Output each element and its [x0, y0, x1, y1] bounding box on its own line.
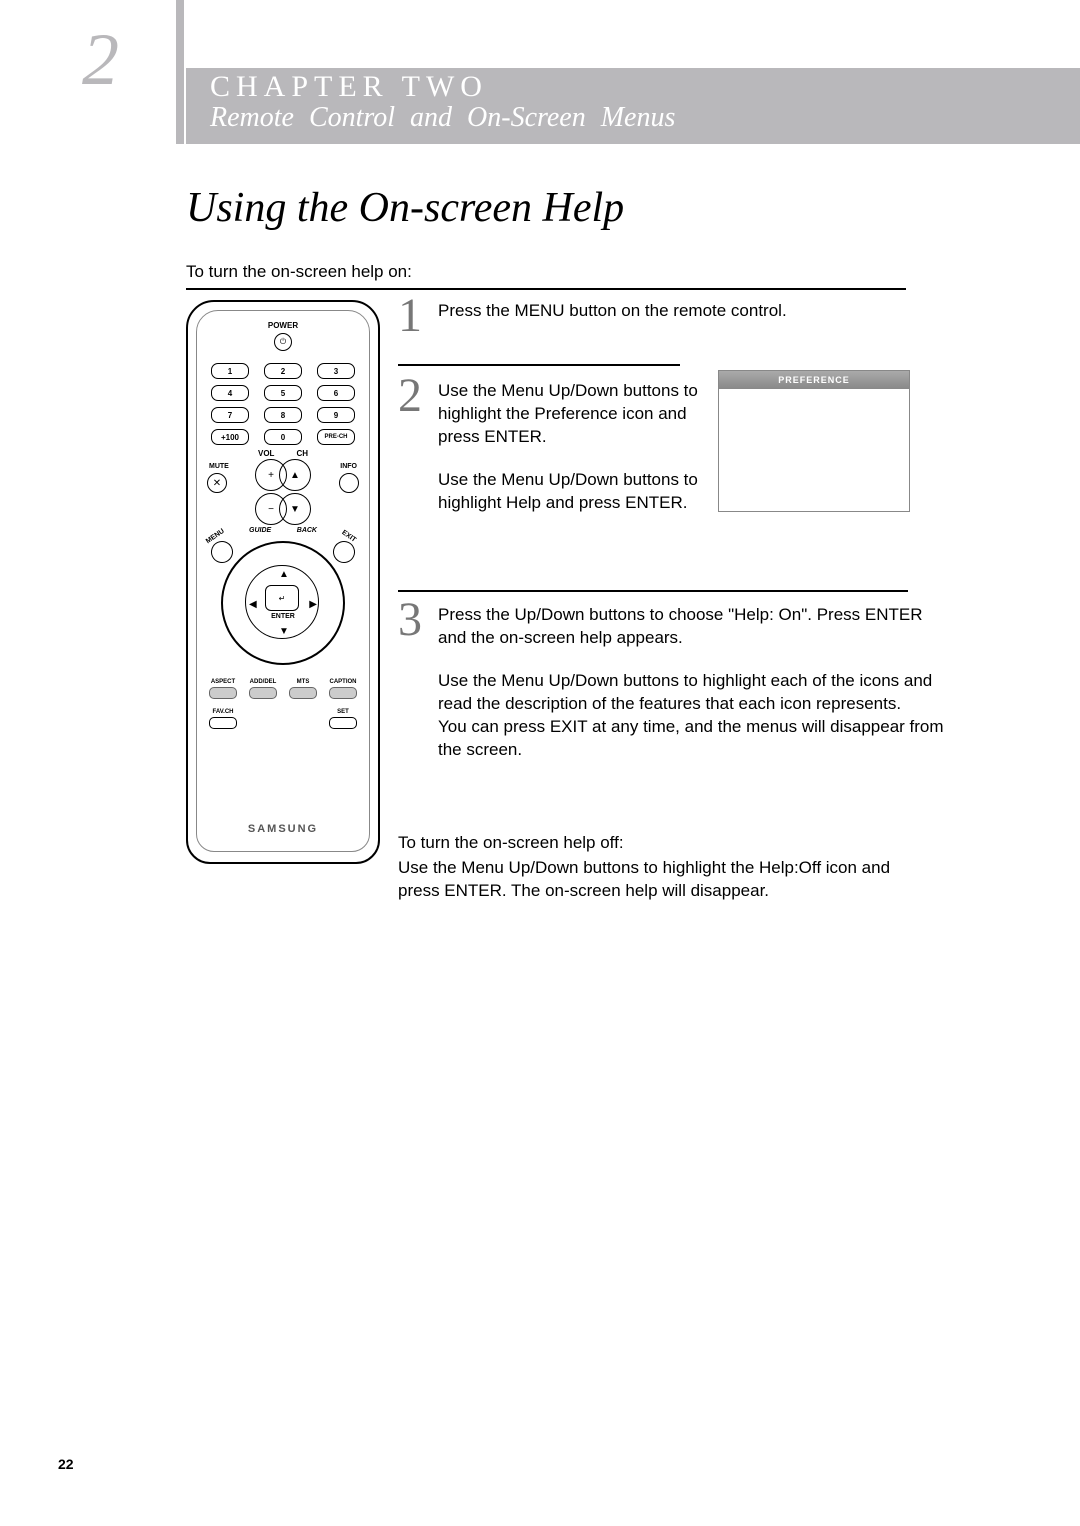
key-2: 2 — [264, 363, 302, 379]
set-label: SET — [329, 709, 357, 715]
step-3: 3 Press the Up/Down buttons to choose "H… — [398, 604, 948, 762]
key-6: 6 — [317, 385, 355, 401]
header-divider — [176, 0, 184, 144]
favch-label: FAV.CH — [209, 709, 237, 715]
vol-label: VOL — [258, 449, 274, 458]
step-3-text-b: Use the Menu Up/Down buttons to highligh… — [438, 670, 948, 716]
set-button: SET — [329, 709, 357, 729]
back-label: BACK — [297, 527, 317, 534]
key-8: 8 — [264, 407, 302, 423]
key-5: 5 — [264, 385, 302, 401]
arrow-right-icon: ▶ — [309, 599, 317, 610]
mts-button: MTS — [289, 679, 317, 699]
caption-label: CAPTION — [329, 679, 357, 685]
key-3: 3 — [317, 363, 355, 379]
remote-illustration: POWER ⏻ 1 2 3 4 5 6 7 8 9 +100 0 PRE-CH — [186, 300, 380, 864]
key-0: 0 — [264, 429, 302, 445]
arrow-down-icon: ▼ — [279, 626, 289, 637]
arrow-up-icon: ▲ — [279, 569, 289, 580]
chapter-number: 2 — [82, 18, 119, 103]
key-prech: PRE-CH — [317, 429, 355, 445]
chapter-label: CHAPTER TWO — [210, 68, 1080, 104]
brand-logo: SAMSUNG — [197, 823, 369, 835]
step-2-text-b: Use the Menu Up/Down buttons to highligh… — [438, 469, 718, 515]
ch-down-button: ▼ — [279, 493, 311, 525]
key-7: 7 — [211, 407, 249, 423]
help-off-text: Use the Menu Up/Down buttons to highligh… — [398, 857, 908, 903]
page-title: Using the On-screen Help — [186, 184, 624, 232]
ch-up-button: ▲ — [279, 459, 311, 491]
power-button: ⏻ — [274, 333, 292, 351]
step-3-text-a: Press the Up/Down buttons to choose "Hel… — [438, 604, 948, 650]
rule — [398, 590, 908, 592]
enter-label: ENTER — [223, 613, 343, 620]
mts-label: MTS — [289, 679, 317, 685]
arrow-left-icon: ◀ — [249, 599, 257, 610]
favch-button: FAV.CH — [209, 709, 237, 729]
keypad: 1 2 3 4 5 6 7 8 9 +100 0 PRE-CH — [211, 363, 355, 451]
key-4: 4 — [211, 385, 249, 401]
step-1: 1 Press the MENU button on the remote co… — [398, 300, 787, 323]
help-off-heading: To turn the on-screen help off: — [398, 832, 908, 855]
mute-label: MUTE — [209, 463, 229, 470]
manual-page: 2 CHAPTER TWO Remote Control and On-Scre… — [0, 0, 1080, 1526]
ch-label: CH — [296, 449, 308, 458]
remote-body: POWER ⏻ 1 2 3 4 5 6 7 8 9 +100 0 PRE-CH — [196, 310, 370, 852]
key-1: 1 — [211, 363, 249, 379]
mute-button: ✕ — [207, 473, 227, 493]
step-1-text: Press the MENU button on the remote cont… — [438, 300, 787, 323]
preference-header: PREFERENCE — [719, 371, 909, 389]
button-row-2: FAV.CH SET — [209, 709, 357, 729]
page-number: 22 — [58, 1456, 74, 1472]
rule — [398, 364, 680, 366]
chapter-subtitle: Remote Control and On-Screen Menus — [210, 102, 1080, 134]
guide-label: GUIDE — [249, 527, 271, 534]
rule — [186, 288, 906, 290]
nav-ring: ↵ ENTER ▲ ▼ ◀ ▶ — [221, 541, 345, 665]
chapter-header: CHAPTER TWO Remote Control and On-Screen… — [186, 68, 1080, 144]
step-1-number: 1 — [398, 288, 422, 343]
adddel-button: ADD/DEL — [249, 679, 277, 699]
vol-ch-labels: VOL CH — [197, 449, 369, 458]
caption-button: CAPTION — [329, 679, 357, 699]
help-off-section: To turn the on-screen help off: Use the … — [398, 832, 908, 903]
step-2: 2 Use the Menu Up/Down buttons to highli… — [398, 380, 718, 515]
key-9: 9 — [317, 407, 355, 423]
lead-text: To turn the on-screen help on: — [186, 262, 412, 282]
key-plus100: +100 — [211, 429, 249, 445]
info-label: INFO — [340, 463, 357, 470]
aspect-label: ASPECT — [209, 679, 237, 685]
step-3-number: 3 — [398, 592, 422, 647]
preference-screenshot: PREFERENCE — [718, 370, 910, 512]
adddel-label: ADD/DEL — [249, 679, 277, 685]
aspect-button: ASPECT — [209, 679, 237, 699]
enter-button: ↵ — [265, 585, 299, 611]
step-2-number: 2 — [398, 368, 422, 423]
step-2-text-a: Use the Menu Up/Down buttons to highligh… — [438, 380, 718, 449]
info-button — [339, 473, 359, 493]
step-3-text-c: You can press EXIT at any time, and the … — [438, 716, 948, 762]
button-row-1: ASPECT ADD/DEL MTS CAPTION — [209, 679, 357, 699]
power-label: POWER — [197, 321, 369, 330]
